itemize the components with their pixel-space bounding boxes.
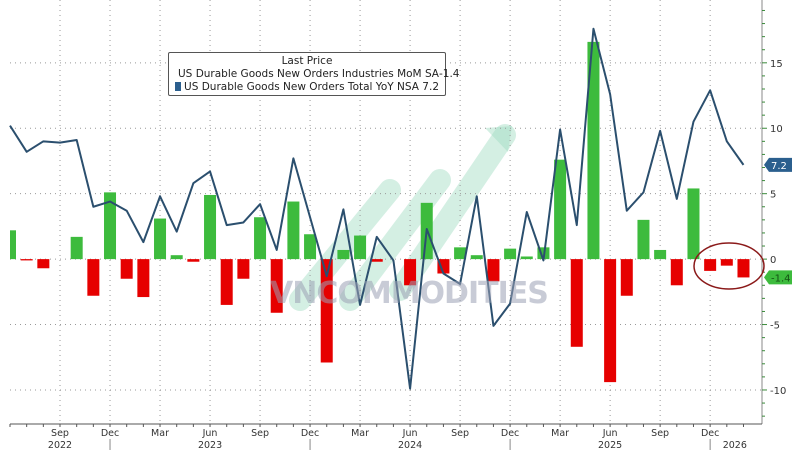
- highlight-circle: [693, 242, 765, 290]
- x-tick-label: Jun: [602, 428, 618, 439]
- legend-entry-yoy: US Durable Goods New Orders Total YoY NS…: [175, 80, 439, 93]
- legend: Last Price US Durable Goods New Orders I…: [168, 52, 460, 96]
- legend-label: US Durable Goods New Orders Total YoY NS…: [184, 80, 419, 93]
- year-label: 2024: [398, 440, 422, 450]
- bar-2023-04: [170, 255, 183, 260]
- bar-2024-06: [404, 259, 417, 286]
- watermark-arrow-stroke: [289, 179, 401, 311]
- x-tick-label: Jun: [202, 428, 218, 439]
- bar-2026-01: [720, 259, 733, 266]
- bar-2023-11: [287, 201, 300, 260]
- line-series: [9, 27, 745, 390]
- value-tag-label: 7.2: [771, 161, 787, 172]
- x-tick-label: Dec: [701, 428, 719, 439]
- x-tick-label: Dec: [501, 428, 519, 439]
- watermark-arrows: [289, 124, 516, 311]
- bar-2024-09: [454, 247, 467, 260]
- bar-2023-07: [220, 259, 233, 305]
- bar-2023-10: [270, 259, 283, 313]
- year-label: 2023: [198, 440, 222, 450]
- bar-2023-08: [237, 259, 250, 279]
- bar-2024-10: [470, 255, 483, 260]
- legend-label: US Durable Goods New Orders Industries M…: [178, 67, 439, 80]
- watermark-arrow-stroke: [339, 169, 451, 311]
- value-tag-label: -1.4: [771, 273, 791, 284]
- year-label: 2022: [48, 440, 72, 450]
- x-tick-label: Dec: [101, 428, 119, 439]
- x-tick-label: Sep: [651, 428, 669, 439]
- watermark-arrow-head: [485, 126, 512, 152]
- legend-swatch-blue: [175, 82, 182, 91]
- bar-2024-04: [370, 259, 383, 262]
- y-tick-label: 0: [770, 255, 776, 266]
- bar-2025-01: [520, 256, 533, 260]
- bar-2025-07: [620, 259, 633, 296]
- x-tick-label: Mar: [151, 428, 169, 439]
- bar-2026-02: [737, 259, 750, 278]
- year-label: 2025: [598, 440, 622, 450]
- axes: 15 10 5 0 -5 -10 Sep Dec Mar Jun Sep Dec Mar Jun Sep De…: [9, 0, 786, 450]
- x-tick-label: Jun: [402, 428, 418, 439]
- bar-2024-01: [320, 259, 333, 363]
- legend-value: 7.2: [422, 80, 439, 93]
- bar-2023-02: [137, 259, 150, 298]
- bar-2025-06: [604, 259, 617, 383]
- bar-2025-08: [637, 219, 650, 260]
- bar-2025-11: [687, 188, 700, 260]
- bar-2025-09: [654, 249, 667, 260]
- legend-entry-mom: US Durable Goods New Orders Industries M…: [175, 67, 460, 80]
- bar-2022-06: [10, 230, 16, 260]
- year-label: 2026: [723, 440, 747, 450]
- y-tick-label: 15: [770, 59, 783, 70]
- bar-2022-07: [20, 259, 33, 261]
- x-tick-label: Mar: [551, 428, 569, 439]
- x-tick-label: Sep: [251, 428, 269, 439]
- y-tick-label: 5: [770, 190, 776, 201]
- bar-2022-10: [70, 236, 83, 260]
- bar-2022-12: [104, 192, 117, 260]
- watermark-arrow-stroke: [389, 124, 516, 301]
- bar-2025-10: [670, 259, 683, 286]
- watermark-text: VNCOMMODITIES: [270, 276, 548, 311]
- legend-value: -1.4: [439, 67, 460, 80]
- bar-2024-12: [504, 248, 517, 260]
- bar-2025-03: [554, 159, 567, 260]
- y-tick-label: -10: [770, 386, 786, 397]
- bar-2023-01: [120, 259, 133, 279]
- bar-2024-03: [354, 235, 367, 260]
- bar-2023-03: [154, 218, 167, 260]
- bar-2025-12: [704, 259, 717, 271]
- x-tick-label: Sep: [451, 428, 469, 439]
- value-tag-box: [764, 157, 792, 172]
- bar-2023-06: [204, 194, 217, 260]
- legend-title: Last Price: [281, 55, 333, 67]
- bar-2024-02: [337, 249, 350, 260]
- value-tags: 7.2 -1.4: [764, 157, 792, 285]
- x-tick-label: Sep: [51, 428, 69, 439]
- x-tick-label: Dec: [301, 428, 319, 439]
- bar-2023-09: [254, 217, 267, 260]
- bar-2025-04: [570, 259, 583, 347]
- bar-2022-08: [37, 259, 50, 269]
- x-tick-label: Mar: [351, 428, 369, 439]
- value-tag-box: [764, 270, 792, 285]
- bar-2023-12: [304, 234, 317, 260]
- bar-2023-05: [187, 259, 200, 262]
- bar-2024-11: [487, 259, 500, 282]
- y-tick-label: -5: [770, 321, 780, 332]
- bar-2022-11: [87, 259, 100, 296]
- y-tick-label: 10: [770, 124, 783, 135]
- bar-2025-05: [587, 41, 600, 260]
